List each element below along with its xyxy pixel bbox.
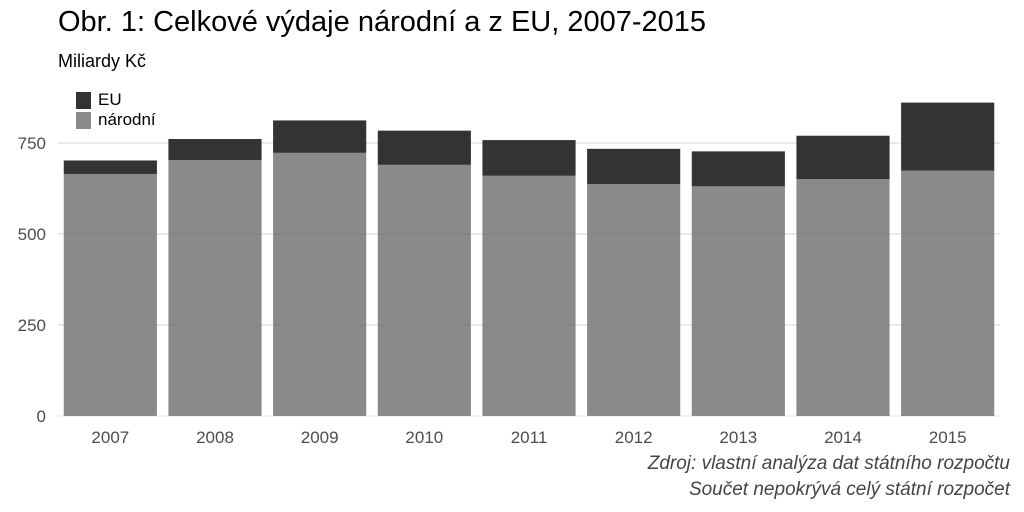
bar-eu-2015 (901, 102, 995, 171)
legend-label-narodni: národní (98, 110, 156, 129)
bar-eu-2009 (273, 120, 367, 153)
bar-narodni-2012 (587, 184, 681, 416)
bar-narodni-2015 (901, 170, 995, 416)
x-tick-label-2012: 2012 (615, 428, 653, 447)
caption-source: Zdroj: vlastní analýza dat státního rozp… (647, 453, 1010, 474)
x-tick-label-2007: 2007 (91, 428, 129, 447)
legend-label-eu: EU (98, 90, 122, 109)
y-tick-label-0: 0 (37, 407, 46, 426)
chart-caption: Zdroj: vlastní analýza dat státního rozp… (648, 451, 1010, 503)
bar-eu-2007 (63, 160, 157, 174)
y-tick-label-750: 750 (18, 134, 46, 153)
y-tick-label-500: 500 (18, 225, 46, 244)
y-tick-label-250: 250 (18, 316, 46, 335)
x-tick-label-2013: 2013 (719, 428, 757, 447)
x-tick-label-2010: 2010 (405, 428, 443, 447)
x-tick-label-2011: 2011 (511, 428, 548, 447)
bar-eu-2011 (482, 140, 576, 176)
bar-narodni-2013 (691, 186, 785, 416)
legend: EU národní (76, 90, 156, 130)
chart-subtitle: Miliardy Kč (58, 51, 147, 71)
legend-item-narodni: národní (76, 110, 156, 130)
legend-item-eu: EU (76, 90, 156, 110)
bar-eu-2013 (691, 151, 785, 187)
bar-eu-2010 (377, 130, 471, 165)
legend-swatch-eu (76, 91, 91, 109)
bar-eu-2008 (168, 138, 262, 161)
x-tick-label-2014: 2014 (824, 428, 862, 447)
legend-swatch-narodni (76, 111, 91, 129)
bar-narodni-2009 (273, 152, 367, 416)
bar-eu-2014 (796, 135, 890, 180)
chart-title: Obr. 1: Celkové výdaje národní a z EU, 2… (58, 6, 707, 38)
bar-narodni-2014 (796, 179, 890, 416)
x-tick-label-2009: 2009 (301, 428, 339, 447)
caption-note: Součet nepokrývá celý státní rozpočet (688, 479, 1010, 500)
x-tick-label-2015: 2015 (929, 428, 967, 447)
bar-eu-2012 (587, 148, 681, 185)
x-tick-label-2008: 2008 (196, 428, 234, 447)
bar-narodni-2007 (63, 173, 157, 416)
bar-narodni-2010 (377, 164, 471, 416)
bar-narodni-2008 (168, 160, 262, 416)
bar-narodni-2011 (482, 175, 576, 416)
